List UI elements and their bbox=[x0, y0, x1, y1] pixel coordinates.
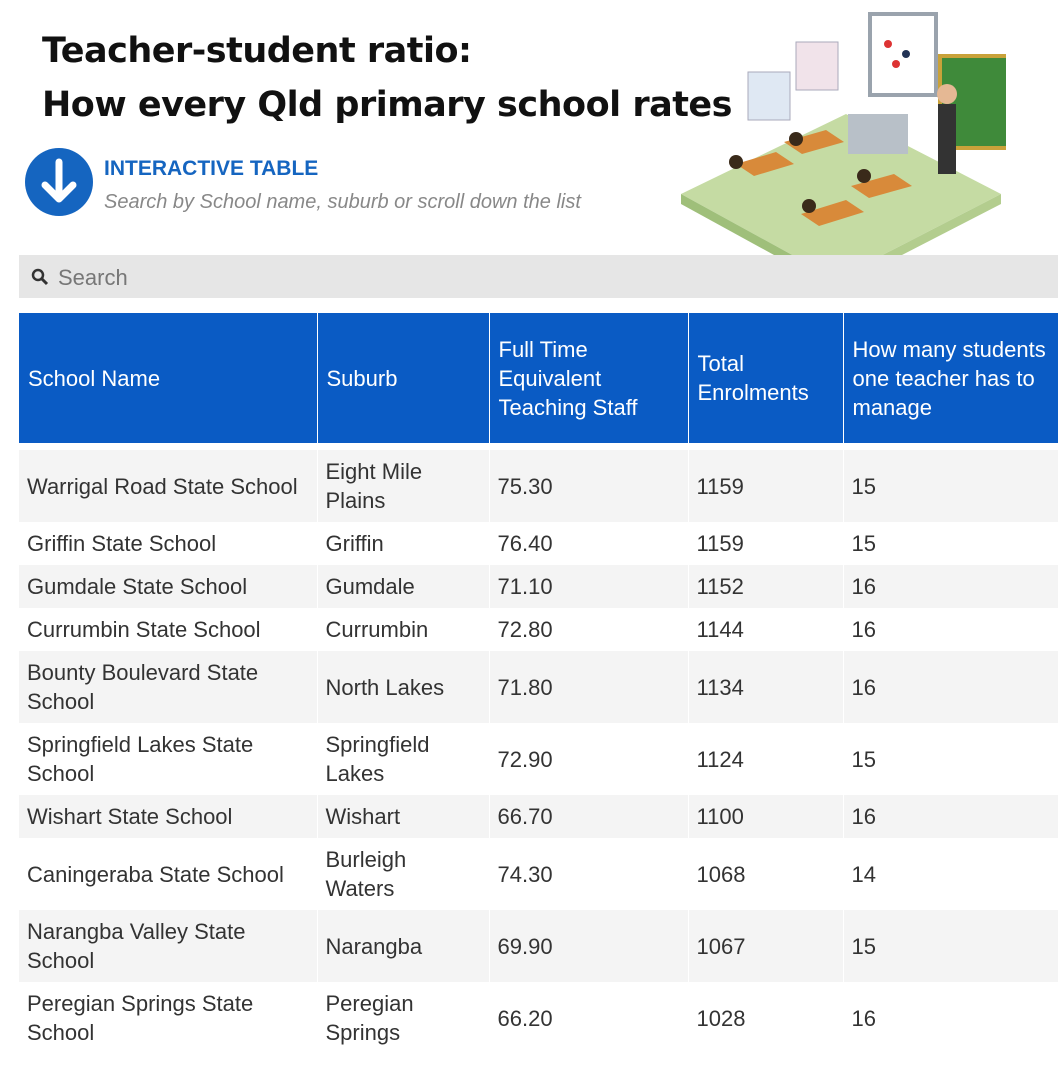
table-cell: Gumdale bbox=[317, 565, 490, 608]
table-cell: 1124 bbox=[688, 723, 844, 795]
table-cell: 1159 bbox=[688, 522, 844, 565]
table-cell: 15 bbox=[843, 910, 1058, 982]
table-cell: 69.90 bbox=[489, 910, 689, 982]
table-row: Peregian Springs State School Peregian Sp… bbox=[19, 982, 1058, 1054]
table-cell: Currumbin State School bbox=[19, 608, 318, 651]
table-row: Griffin State School Griffin 76.40 1159 15 bbox=[19, 522, 1058, 565]
table-cell: 15 bbox=[843, 446, 1058, 522]
table-row: Narangba Valley State School Narangba 69.9… bbox=[19, 910, 1058, 982]
table-cell: Griffin State School bbox=[19, 522, 318, 565]
column-header[interactable]: School Name bbox=[19, 313, 318, 450]
table-cell: 75.30 bbox=[489, 446, 689, 522]
table-cell: 15 bbox=[843, 723, 1058, 795]
table-row: Warrigal Road State School Eight Mile Pla… bbox=[19, 446, 1058, 522]
table-body: Warrigal Road State School Eight Mile Pla… bbox=[19, 446, 1058, 1054]
table-cell: 1144 bbox=[688, 608, 844, 651]
table-cell: Peregian Springs bbox=[317, 982, 490, 1054]
column-header[interactable]: Total Enrolments bbox=[688, 313, 844, 450]
data-table: School Name Suburb Full Time Equivalent Te… bbox=[19, 313, 1058, 1054]
table-cell: 71.80 bbox=[489, 651, 689, 723]
table-row: Wishart State School Wishart 66.70 1100 16 bbox=[19, 795, 1058, 838]
table-cell: 1152 bbox=[688, 565, 844, 608]
table-cell: Griffin bbox=[317, 522, 490, 565]
table-cell: 72.90 bbox=[489, 723, 689, 795]
table-cell: 16 bbox=[843, 795, 1058, 838]
title-line: Teacher-student ratio: bbox=[42, 31, 472, 71]
search-placeholder: Search bbox=[58, 265, 128, 290]
title: Teacher-student ratio: How every Qld pri… bbox=[42, 24, 733, 132]
subtitle: Search by School name, suburb or scroll … bbox=[104, 191, 581, 213]
table-cell: 74.30 bbox=[489, 838, 689, 910]
section-label: INTERACTIVE TABLE bbox=[104, 157, 319, 180]
table-cell: 16 bbox=[843, 982, 1058, 1054]
table-cell: 16 bbox=[843, 608, 1058, 651]
table-cell: Narangba bbox=[317, 910, 490, 982]
table-cell: 16 bbox=[843, 565, 1058, 608]
table-cell: Narangba Valley State School bbox=[19, 910, 318, 982]
table-cell: 15 bbox=[843, 522, 1058, 565]
table-row: Currumbin State School Currumbin 72.80 1144… bbox=[19, 608, 1058, 651]
table-cell: Springfield Lakes State School bbox=[19, 723, 318, 795]
down-arrow-icon bbox=[25, 148, 93, 216]
table-cell: 66.70 bbox=[489, 795, 689, 838]
table-cell: 14 bbox=[843, 838, 1058, 910]
table-cell: 1134 bbox=[688, 651, 844, 723]
table-cell: 1159 bbox=[688, 446, 844, 522]
table-cell: Caningeraba State School bbox=[19, 838, 318, 910]
column-header[interactable]: Full Time Equivalent Teaching Staff bbox=[489, 313, 689, 450]
table-cell: 66.20 bbox=[489, 982, 689, 1054]
table-cell: Eight Mile Plains bbox=[317, 446, 490, 522]
search-box[interactable]: Search bbox=[19, 255, 1058, 298]
table-cell: Peregian Springs State School bbox=[19, 982, 318, 1054]
table-row: Bounty Boulevard State School North Lakes… bbox=[19, 651, 1058, 723]
table-cell: Warrigal Road State School bbox=[19, 446, 318, 522]
table-cell: 1067 bbox=[688, 910, 844, 982]
classroom-illustration bbox=[681, 12, 1006, 289]
table-cell: Burleigh Waters bbox=[317, 838, 490, 910]
table-row: Caningeraba State School Burleigh Waters 7… bbox=[19, 838, 1058, 910]
table-cell: North Lakes bbox=[317, 651, 490, 723]
table-cell: Currumbin bbox=[317, 608, 490, 651]
column-header[interactable]: Suburb bbox=[317, 313, 490, 450]
table-row: Gumdale State School Gumdale 71.10 1152 16 bbox=[19, 565, 1058, 608]
table-cell: 1068 bbox=[688, 838, 844, 910]
table-cell: 16 bbox=[843, 651, 1058, 723]
column-header[interactable]: How many students one teacher has to man… bbox=[843, 313, 1058, 450]
table-cell: Springfield Lakes bbox=[317, 723, 490, 795]
table-row: Springfield Lakes State School Springfiel… bbox=[19, 723, 1058, 795]
table-cell: 71.10 bbox=[489, 565, 689, 608]
table-cell: 1100 bbox=[688, 795, 844, 838]
table-cell: Bounty Boulevard State School bbox=[19, 651, 318, 723]
table-cell: Gumdale State School bbox=[19, 565, 318, 608]
table-cell: Wishart State School bbox=[19, 795, 318, 838]
header-row: School Name Suburb Full Time Equivalent Te… bbox=[19, 313, 1058, 450]
table-cell: Wishart bbox=[317, 795, 490, 838]
table-cell: 72.80 bbox=[489, 608, 689, 651]
search-icon bbox=[31, 268, 49, 286]
table-cell: 76.40 bbox=[489, 522, 689, 565]
table-cell: 1028 bbox=[688, 982, 844, 1054]
title-line: How every Qld primary school rates bbox=[42, 85, 733, 125]
